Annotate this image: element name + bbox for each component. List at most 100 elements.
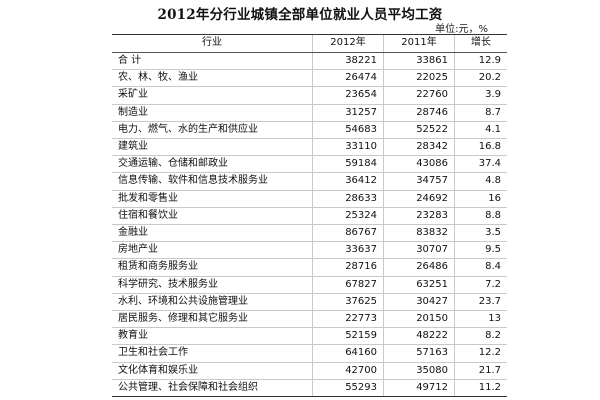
cell-growth: 20.2 xyxy=(454,69,507,88)
table-row: 教育业 52159 48222 8.2 xyxy=(112,327,507,346)
cell-2011: 34757 xyxy=(383,172,455,191)
cell-2011: 52522 xyxy=(383,121,455,140)
cell-growth: 8.4 xyxy=(454,258,507,277)
header-2011: 2011年 xyxy=(383,34,455,53)
cell-growth: 8.8 xyxy=(454,207,507,226)
table-row: 合 计 38221 33861 12.9 xyxy=(112,52,507,71)
cell-industry: 科学研究、技术服务业 xyxy=(112,276,313,294)
cell-growth: 8.7 xyxy=(454,104,507,122)
cell-industry: 建筑业 xyxy=(112,138,313,157)
cell-industry: 卫生和社会工作 xyxy=(112,344,313,363)
cell-2012: 23654 xyxy=(312,86,384,105)
cell-industry: 居民服务、修理和其它服务业 xyxy=(112,310,313,329)
table-row: 水利、环境和公共设施管理业 37625 30427 23.7 xyxy=(112,293,507,312)
table-row: 建筑业 33110 28342 16.8 xyxy=(112,138,507,157)
cell-industry: 交通运输、仓储和邮政业 xyxy=(112,155,313,174)
table-row: 制造业 31257 28746 8.7 xyxy=(112,104,507,122)
table-row: 信息传输、软件和信息技术服务业 36412 34757 4.8 xyxy=(112,172,507,191)
cell-2012: 25324 xyxy=(312,207,384,226)
table-header: 行业 2012年 2011年 增长 xyxy=(112,34,507,53)
cell-2012: 22773 xyxy=(312,310,384,329)
cell-growth: 11.2 xyxy=(454,379,507,398)
cell-2011: 23283 xyxy=(383,207,455,226)
table-row: 文化体育和娱乐业 42700 35080 21.7 xyxy=(112,362,507,380)
cell-2012: 33110 xyxy=(312,138,384,157)
cell-growth: 37.4 xyxy=(454,155,507,174)
table-row: 电力、燃气、水的生产和供应业 54683 52522 4.1 xyxy=(112,121,507,140)
cell-2012: 54683 xyxy=(312,121,384,140)
cell-2011: 26486 xyxy=(383,258,455,277)
cell-2012: 38221 xyxy=(312,52,384,71)
cell-growth: 12.2 xyxy=(454,344,507,363)
table-row: 金融业 86767 83832 3.5 xyxy=(112,224,507,243)
cell-industry: 合 计 xyxy=(112,52,313,71)
cell-industry: 电力、燃气、水的生产和供应业 xyxy=(112,121,313,140)
cell-growth: 23.7 xyxy=(454,293,507,312)
cell-growth: 9.5 xyxy=(454,241,507,260)
cell-industry: 制造业 xyxy=(112,104,313,122)
cell-2011: 43086 xyxy=(383,155,455,174)
cell-growth: 12.9 xyxy=(454,52,507,71)
cell-2012: 36412 xyxy=(312,172,384,191)
cell-growth: 8.2 xyxy=(454,327,507,346)
table-row: 租赁和商务服务业 28716 26486 8.4 xyxy=(112,258,507,277)
table-row: 科学研究、技术服务业 67827 63251 7.2 xyxy=(112,276,507,294)
cell-growth: 3.9 xyxy=(454,86,507,105)
table-row: 卫生和社会工作 64160 57163 12.2 xyxy=(112,344,507,363)
cell-2011: 35080 xyxy=(383,362,455,380)
header-2012: 2012年 xyxy=(312,34,384,53)
table-row: 居民服务、修理和其它服务业 22773 20150 13 xyxy=(112,310,507,329)
header-industry: 行业 xyxy=(112,34,313,53)
wage-table: 行业 2012年 2011年 增长 合 计 38221 33861 12.9 农、林、牧… xyxy=(112,34,507,398)
table-row: 采矿业 23654 22760 3.9 xyxy=(112,86,507,105)
cell-2012: 28716 xyxy=(312,258,384,277)
cell-2012: 37625 xyxy=(312,293,384,312)
cell-growth: 4.1 xyxy=(454,121,507,140)
cell-2011: 22025 xyxy=(383,69,455,88)
cell-growth: 13 xyxy=(454,310,507,329)
cell-2012: 59184 xyxy=(312,155,384,174)
cell-2011: 49712 xyxy=(383,379,455,398)
cell-2011: 30707 xyxy=(383,241,455,260)
cell-2012: 67827 xyxy=(312,276,384,294)
cell-industry: 文化体育和娱乐业 xyxy=(112,362,313,380)
cell-2012: 86767 xyxy=(312,224,384,243)
cell-growth: 16 xyxy=(454,190,507,208)
cell-industry: 住宿和餐饮业 xyxy=(112,207,313,226)
cell-industry: 批发和零售业 xyxy=(112,190,313,208)
table-row: 批发和零售业 28633 24692 16 xyxy=(112,190,507,208)
cell-2011: 63251 xyxy=(383,276,455,294)
header-growth: 增长 xyxy=(454,34,507,53)
cell-growth: 21.7 xyxy=(454,362,507,380)
cell-2012: 33637 xyxy=(312,241,384,260)
cell-growth: 7.2 xyxy=(454,276,507,294)
cell-industry: 金融业 xyxy=(112,224,313,243)
cell-industry: 农、林、牧、渔业 xyxy=(112,69,313,88)
document-title: 2012年分行业城镇全部单位就业人员平均工资 xyxy=(157,7,443,23)
cell-industry: 租赁和商务服务业 xyxy=(112,258,313,277)
cell-2011: 22760 xyxy=(383,86,455,105)
cell-industry: 公共管理、社会保障和社会组织 xyxy=(112,379,313,398)
cell-2011: 20150 xyxy=(383,310,455,329)
table-row: 房地产业 33637 30707 9.5 xyxy=(112,241,507,260)
cell-2011: 83832 xyxy=(383,224,455,243)
cell-growth: 3.5 xyxy=(454,224,507,243)
cell-2011: 28746 xyxy=(383,104,455,122)
cell-2012: 31257 xyxy=(312,104,384,122)
cell-2012: 55293 xyxy=(312,379,384,398)
table-row: 住宿和餐饮业 25324 23283 8.8 xyxy=(112,207,507,226)
cell-2011: 57163 xyxy=(383,344,455,363)
cell-2011: 48222 xyxy=(383,327,455,346)
cell-industry: 教育业 xyxy=(112,327,313,346)
cell-growth: 16.8 xyxy=(454,138,507,157)
cell-2012: 64160 xyxy=(312,344,384,363)
table-body: 合 计 38221 33861 12.9 农、林、牧、渔业 26474 22025 20.2 采… xyxy=(112,52,507,398)
cell-2011: 28342 xyxy=(383,138,455,157)
cell-industry: 房地产业 xyxy=(112,241,313,260)
cell-2011: 33861 xyxy=(383,52,455,71)
header-row: 行业 2012年 2011年 增长 xyxy=(112,34,507,53)
cell-industry: 信息传输、软件和信息技术服务业 xyxy=(112,172,313,191)
cell-industry: 采矿业 xyxy=(112,86,313,105)
unit-note: 单位:元，% xyxy=(435,24,488,35)
cell-2011: 24692 xyxy=(383,190,455,208)
